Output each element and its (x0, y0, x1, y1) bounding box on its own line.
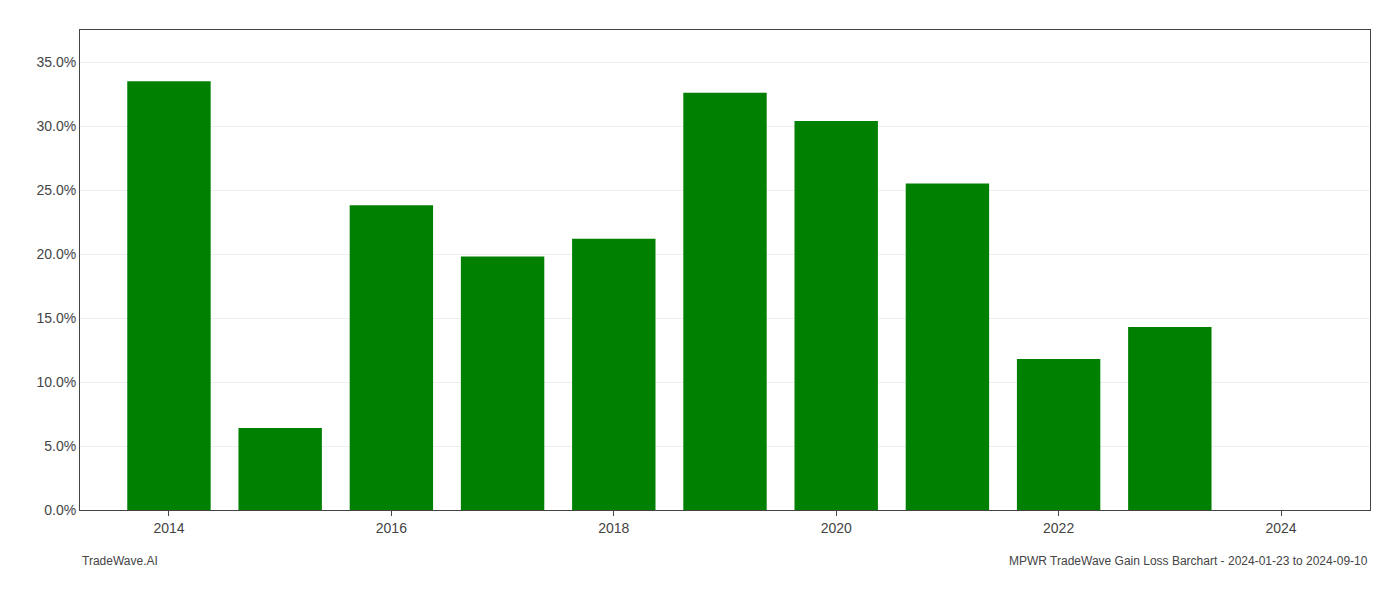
svg-text:25.0%: 25.0% (36, 182, 76, 198)
svg-text:2016: 2016 (376, 520, 407, 536)
svg-text:2020: 2020 (821, 520, 852, 536)
svg-text:2014: 2014 (153, 520, 184, 536)
svg-text:20.0%: 20.0% (36, 246, 76, 262)
svg-text:2024: 2024 (1265, 520, 1296, 536)
svg-text:2018: 2018 (598, 520, 629, 536)
svg-text:10.0%: 10.0% (36, 374, 76, 390)
svg-text:35.0%: 35.0% (36, 54, 76, 70)
svg-text:30.0%: 30.0% (36, 118, 76, 134)
svg-text:5.0%: 5.0% (44, 438, 76, 454)
svg-text:15.0%: 15.0% (36, 310, 76, 326)
svg-text:TradeWave.AI: TradeWave.AI (82, 554, 158, 568)
svg-text:MPWR TradeWave Gain Loss Barch: MPWR TradeWave Gain Loss Barchart - 2024… (1009, 554, 1368, 568)
svg-text:2022: 2022 (1043, 520, 1074, 536)
svg-text:0.0%: 0.0% (44, 502, 76, 518)
